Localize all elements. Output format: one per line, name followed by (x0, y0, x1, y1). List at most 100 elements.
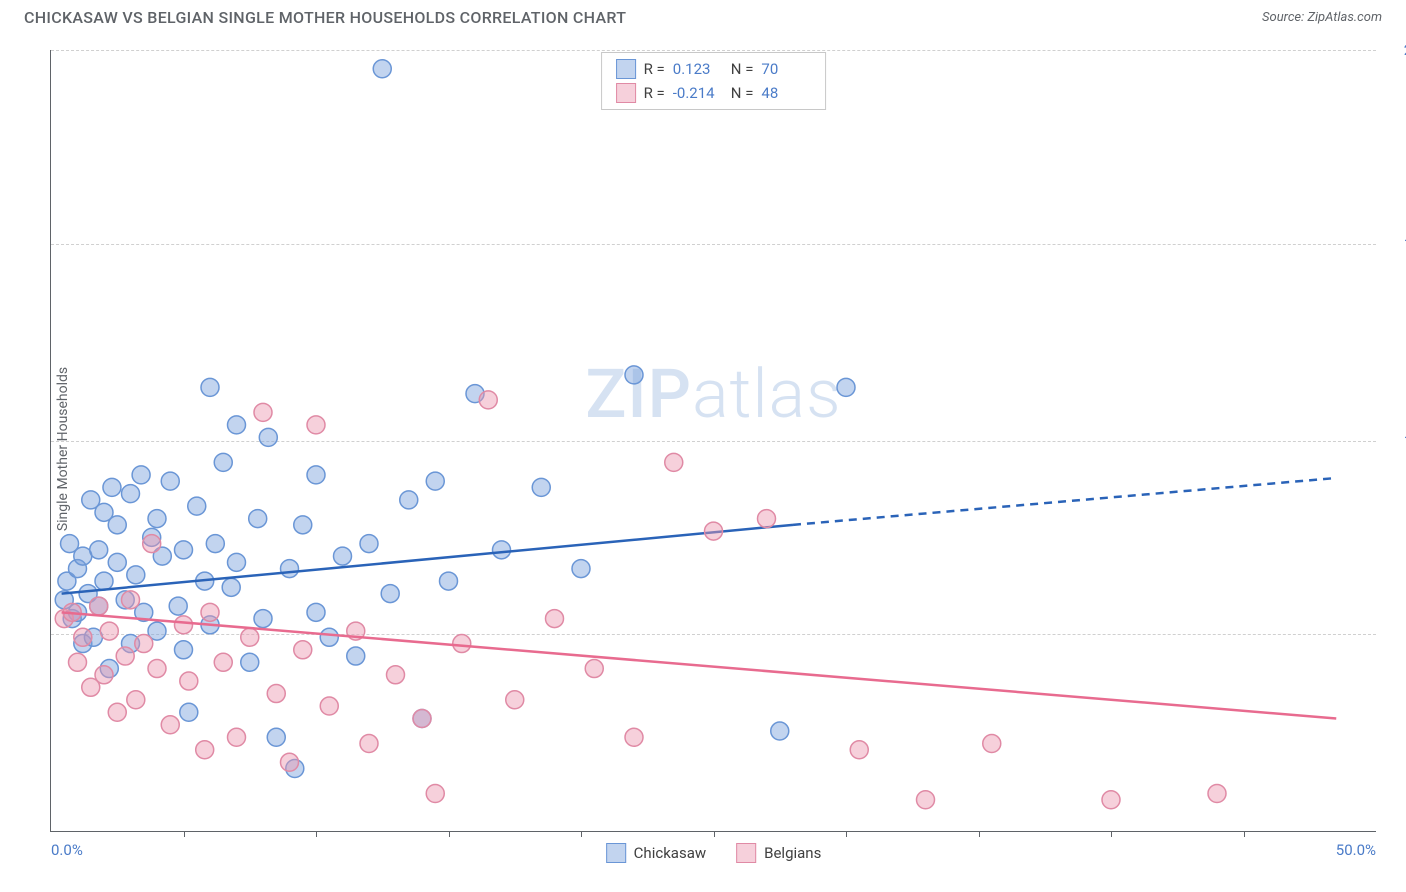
data-point (413, 710, 431, 728)
data-point (135, 635, 153, 653)
x-tick-mark (979, 831, 980, 837)
x-tick-mark (581, 831, 582, 837)
data-point (175, 541, 193, 559)
data-point (74, 628, 92, 646)
data-point (267, 728, 285, 746)
r-value: 0.123 (673, 57, 723, 81)
data-point (850, 741, 868, 759)
x-tick-mark (184, 831, 185, 837)
data-point (320, 697, 338, 715)
series-legend-item: Chickasaw (606, 843, 706, 863)
r-label: R = (644, 81, 665, 105)
data-point (108, 703, 126, 721)
data-point (426, 785, 444, 803)
data-point (294, 516, 312, 534)
data-point (294, 641, 312, 659)
data-point (1102, 791, 1120, 809)
data-point (360, 735, 378, 753)
data-point (381, 585, 399, 603)
data-point (493, 541, 511, 559)
correlation-legend-row: R = -0.214 N = 48 (616, 81, 812, 105)
data-point (90, 597, 108, 615)
data-point (254, 610, 272, 628)
data-point (169, 597, 187, 615)
x-tick-mark (846, 831, 847, 837)
data-point (837, 378, 855, 396)
data-point (228, 416, 246, 434)
data-point (307, 603, 325, 621)
data-point (161, 472, 179, 490)
data-point (572, 560, 590, 578)
data-point (148, 510, 166, 528)
correlation-legend: R = 0.123 N = 70R = -0.214 N = 48 (601, 52, 827, 110)
x-tick-mark (714, 831, 715, 837)
legend-swatch (616, 59, 636, 79)
data-point (373, 60, 391, 78)
x-tick-mark (1244, 831, 1245, 837)
data-point (360, 535, 378, 553)
data-point (222, 578, 240, 596)
data-point (259, 428, 277, 446)
chart-source: Source: ZipAtlas.com (1262, 10, 1382, 25)
n-value: 48 (761, 81, 811, 105)
data-point (625, 728, 643, 746)
correlation-legend-row: R =0.123N =70 (616, 57, 812, 81)
data-point (214, 653, 232, 671)
x-tick-label: 50.0% (1336, 841, 1376, 859)
data-point (665, 453, 683, 471)
data-point (426, 472, 444, 490)
data-point (90, 541, 108, 559)
x-tick-mark (449, 831, 450, 837)
data-point (116, 647, 134, 665)
data-point (307, 466, 325, 484)
data-point (108, 553, 126, 571)
data-point (320, 628, 338, 646)
n-label: N = (731, 81, 754, 105)
r-value: -0.214 (673, 81, 723, 105)
data-point (180, 672, 198, 690)
data-point (188, 497, 206, 515)
data-point (758, 510, 776, 528)
scatter-chart: Single Mother Households ZIPatlas 6.3%12… (50, 50, 1376, 832)
data-point (214, 453, 232, 471)
trend-line-dashed (793, 478, 1336, 525)
data-point (127, 566, 145, 584)
data-point (132, 466, 150, 484)
x-tick-label: 0.0% (51, 841, 83, 859)
source-label: Source: (1262, 10, 1304, 25)
plot-canvas (51, 50, 1376, 831)
data-point (196, 741, 214, 759)
data-point (307, 416, 325, 434)
data-point (532, 478, 550, 496)
data-point (506, 691, 524, 709)
legend-swatch (606, 843, 626, 863)
data-point (69, 653, 87, 671)
data-point (201, 378, 219, 396)
data-point (546, 610, 564, 628)
data-point (917, 791, 935, 809)
series-legend-item: Belgians (736, 843, 821, 863)
n-value: 70 (761, 57, 811, 81)
series-legend-label: Chickasaw (634, 844, 706, 862)
data-point (334, 547, 352, 565)
x-tick-mark (316, 831, 317, 837)
data-point (387, 666, 405, 684)
data-point (585, 660, 603, 678)
data-point (281, 753, 299, 771)
data-point (180, 703, 198, 721)
n-label: N = (731, 57, 754, 81)
data-point (228, 553, 246, 571)
data-point (148, 660, 166, 678)
data-point (400, 491, 418, 509)
data-point (175, 641, 193, 659)
data-point (143, 535, 161, 553)
data-point (254, 403, 272, 421)
data-point (281, 560, 299, 578)
series-legend-label: Belgians (764, 844, 821, 862)
data-point (625, 366, 643, 384)
data-point (771, 722, 789, 740)
data-point (122, 591, 140, 609)
data-point (705, 522, 723, 540)
series-legend: Chickasaw Belgians (606, 843, 822, 863)
data-point (201, 603, 219, 621)
